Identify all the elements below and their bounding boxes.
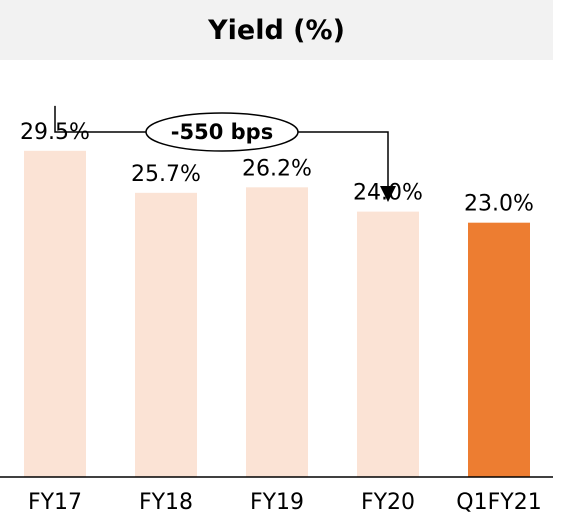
tick-label-q1fy21: Q1FY21: [456, 490, 541, 515]
tick-label-fy20: FY20: [361, 490, 415, 515]
bar-fy19: [246, 187, 308, 477]
annotation-label: -550 bps: [171, 120, 273, 144]
data-label: 26.2%: [242, 156, 312, 181]
bar-fy20: [357, 211, 419, 477]
chart-title: Yield (%): [208, 14, 345, 46]
tick-label-fy18: FY18: [139, 490, 193, 515]
bar-fy17: [24, 150, 86, 478]
arrow-down-icon: [380, 186, 396, 202]
data-label: 25.7%: [131, 162, 201, 187]
annotation-left-leader: [54, 105, 146, 133]
chart-title-bar: Yield (%): [0, 0, 553, 60]
bar-fy18: [135, 192, 197, 477]
data-label: 23.0%: [464, 192, 534, 217]
annotation-right-leader: [298, 131, 389, 188]
tick-label-fy17: FY17: [28, 490, 82, 515]
annotation-ellipse: [145, 112, 299, 152]
bar-q1fy21: [468, 222, 530, 477]
tick-label-fy19: FY19: [250, 490, 304, 515]
